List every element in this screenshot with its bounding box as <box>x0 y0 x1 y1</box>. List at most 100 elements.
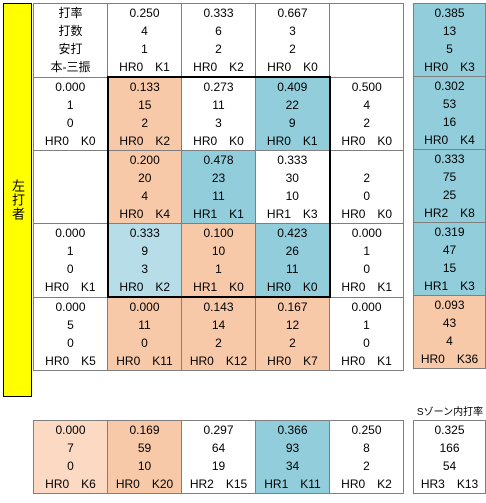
cell-at-bats: 5 <box>67 317 74 332</box>
cell-avg: 0.169 <box>129 423 160 437</box>
column-total-cell: 0.250 8 2 HR0 K2 <box>329 420 404 494</box>
cell-hr-k: HR0 K1 <box>341 280 393 295</box>
zone-cell: 0.250 4 1 HR0 K1 <box>107 3 182 78</box>
cell-hr-k: HR2 K8 <box>424 206 475 220</box>
side-label: 左打者 <box>3 3 32 397</box>
cell-at-bats: 3 <box>289 24 296 38</box>
zone-cell: 0.000 1 0 HR0 K1 <box>329 223 404 298</box>
cell-hits: 10 <box>137 459 152 473</box>
cell-hr-k: HR0 K0 <box>341 133 393 148</box>
cell-hr-k: HR1 K0 <box>193 280 244 294</box>
cell-at-bats: 30 <box>285 171 299 185</box>
zone-cell <box>329 3 404 78</box>
cell-avg: 0.167 <box>277 300 308 314</box>
cell-hr-k: HR0 K1 <box>44 280 96 295</box>
cell-hr-k: HR0 K0 <box>44 133 96 148</box>
cell-hits: 34 <box>285 459 300 473</box>
cell-avg: 0.333 <box>203 6 234 20</box>
row-total-cell: 0.302 53 16 HR0 K4 <box>413 76 486 150</box>
cell-avg: 0.200 <box>129 153 160 167</box>
header-label: 打数 <box>58 24 83 39</box>
cell-hr-k: HR1 K1 <box>193 207 244 221</box>
zone-cell: 0.273 11 3 HR0 K0 <box>181 76 256 151</box>
cell-at-bats: 1 <box>66 244 74 259</box>
cell-avg: 0.478 <box>203 153 234 167</box>
cell-hits: 0 <box>363 335 370 350</box>
cell-at-bats: 8 <box>363 441 370 455</box>
cell-at-bats: 13 <box>442 24 457 38</box>
cell-hr-k <box>34 205 107 223</box>
cell-at-bats: 1 <box>363 317 370 332</box>
cell-hits: 4 <box>141 189 149 203</box>
zone-cell: 0.100 10 1 HR1 K0 <box>181 223 256 298</box>
cell-hits: 3 <box>141 262 149 276</box>
cell-hits: 2 <box>289 42 296 56</box>
cell-hits: 16 <box>442 115 457 129</box>
cell-avg: 0.143 <box>203 300 234 314</box>
cell-hr-k: HR2 K15 <box>189 477 248 491</box>
cell-at-bats: 53 <box>442 97 457 111</box>
cell-hr-k: HR0 K0 <box>341 207 393 221</box>
cell-hits: 4 <box>446 334 453 348</box>
zone-cell: 0.500 4 2 HR0 K0 <box>329 76 404 151</box>
cell-avg: 0.273 <box>203 80 234 94</box>
cell-hr-k: HR0 K1 <box>266 134 318 148</box>
cell-hits: 15 <box>442 261 457 275</box>
zone-row: 0.000 5 0 HR0 K5 0.000 11 0 HR0 K11 0.143 14 2 HR0 … <box>33 296 404 371</box>
row-total-cell: 0.319 47 15 HR1 K3 <box>413 222 486 296</box>
zone-grid: 打率 打数 安打 本-三振 0.250 4 1 HR0 K1 0.333 6 2 HR0 K2 0.66… <box>33 3 404 371</box>
cell-avg: 0.385 <box>434 6 465 20</box>
cell-hr-k: HR0 K4 <box>424 133 475 147</box>
zone-row: 0.200 20 4 HR0 K4 0.478 23 11 HR1 K1 0.333 30 10 HR… <box>33 150 404 224</box>
cell-avg: 0.667 <box>277 6 308 20</box>
cell-avg: 0.423 <box>277 226 308 240</box>
cell-at-bats: 59 <box>137 441 152 455</box>
cell-hits: 0 <box>363 189 371 203</box>
cell-at-bats: 75 <box>442 170 457 184</box>
cell-hits: 54 <box>442 459 457 473</box>
zone-cell: 0.333 6 2 HR0 K2 <box>181 3 256 78</box>
cell-hits: 2 <box>215 336 222 350</box>
zone-cell: 0.409 22 9 HR0 K1 <box>255 76 331 151</box>
cell-hits: 3 <box>215 116 222 130</box>
zone-cell: 0.000 11 0 HR0 K11 <box>107 296 182 371</box>
strike-zone-average-caption: Sゾーン内打率 <box>416 407 484 418</box>
column-total-cell: 0.297 64 19 HR2 K15 <box>181 420 256 494</box>
cell-at-bats: 12 <box>285 318 300 332</box>
cell-hr-k: HR0 K5 <box>45 353 96 368</box>
cell-hr-k: HR1 K11 <box>264 477 321 491</box>
zone-cell <box>33 150 108 224</box>
cell-hr-k: HR0 K0 <box>193 134 244 148</box>
cell-avg: 0.325 <box>434 423 465 437</box>
cell-hr-k: HR0 K4 <box>119 207 171 221</box>
cell-hr-k: HR0 K0 <box>267 60 318 74</box>
cell-hits: 0 <box>67 459 74 473</box>
zone-row: 0.000 1 0 HR0 K1 0.333 9 3 HR0 K2 0.100 10 1 HR1 K0… <box>33 223 404 298</box>
cell-avg <box>331 151 404 169</box>
cell-hr-k: HR0 K2 <box>119 134 171 148</box>
zone-cell: 0.000 1 0 HR0 K0 <box>33 76 108 151</box>
cell-hits: 0 <box>141 336 148 350</box>
cell-at-bats: 10 <box>211 244 226 258</box>
cell-hits: 19 <box>211 459 226 473</box>
cell-at-bats: 9 <box>141 244 149 258</box>
column-total-cell: 0.366 93 34 HR1 K11 <box>255 420 330 494</box>
cell-avg: 0.297 <box>203 423 234 437</box>
cell-hr-k: HR0 K3 <box>424 60 475 74</box>
cell-avg: 0.333 <box>277 153 308 167</box>
column-total-cell: 0.000 7 0 HR0 K6 <box>33 420 108 494</box>
cell-hr-k: HR0 K6 <box>45 477 96 491</box>
zone-cell: 0.133 15 2 HR0 K2 <box>106 76 182 151</box>
column-totals-row: 0.000 7 0 HR0 K6 0.169 59 10 HR0 K20 0.297 64 19 HR… <box>33 420 404 494</box>
cell-at-bats: 4 <box>141 24 148 38</box>
cell-avg: 0.250 <box>129 6 160 20</box>
cell-hr-k: HR0 K2 <box>119 280 171 294</box>
cell-at-bats: 23 <box>211 171 226 185</box>
cell-at-bats <box>330 22 403 40</box>
strike-zone-total: 0.325 166 54 HR3 K13 <box>413 420 486 494</box>
cell-hr-k: HR0 K0 <box>266 280 318 294</box>
cell-hits: 10 <box>285 189 299 203</box>
cell-hr-k: HR1 K3 <box>266 207 318 221</box>
cell-avg: 0.000 <box>55 299 86 314</box>
cell-avg: 0.409 <box>277 80 308 94</box>
